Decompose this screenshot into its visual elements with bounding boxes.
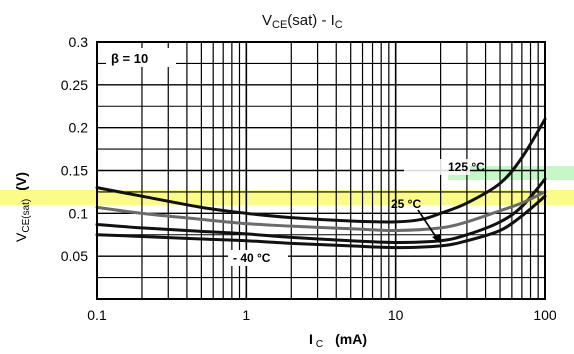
series-lines — [95, 117, 547, 250]
beta-label-box — [106, 48, 176, 67]
yellow-highlight-band — [0, 190, 574, 205]
x-tick-label: 0.1 — [87, 307, 107, 323]
arrow-25c-head — [432, 234, 441, 244]
y-tick-label: 0.05 — [61, 248, 88, 264]
y-axis-label: VCE(sat)(V) — [13, 172, 32, 242]
y-tick-label: 0.15 — [61, 163, 88, 179]
series-line-minus-40-c-2 — [95, 194, 547, 250]
x-tick-label: 10 — [388, 307, 404, 323]
y-tick-label: 0.2 — [69, 120, 89, 136]
beta-annotation: β = 10 — [111, 51, 148, 66]
label-box-minus40c — [228, 250, 288, 266]
x-axis-label: I C (mA) — [309, 331, 367, 350]
series-line-25-c-1 — [95, 177, 547, 244]
x-tick-labels: 0.1 1 10 100 — [87, 307, 557, 323]
x-tick-label: 100 — [533, 307, 557, 323]
series-label-125c: 125 °C — [448, 160, 485, 174]
y-tick-label: 0.3 — [69, 34, 89, 50]
series-label-25c: 25 °C — [391, 197, 421, 211]
label-box-125c — [404, 159, 470, 175]
y-tick-label: 0.1 — [69, 205, 89, 221]
y-tick-labels: 0.05 0.1 0.15 0.2 0.25 0.3 — [61, 34, 88, 264]
plot-frame — [96, 41, 546, 300]
x-tick-label: 1 — [242, 307, 250, 323]
arrow-25c-shaft — [417, 209, 439, 241]
series-label-minus40c: - 40 °C — [233, 251, 271, 265]
series-line-unlabeled-3 — [95, 190, 547, 232]
series-line-125-c-0 — [95, 117, 547, 224]
chart-title: VCE(sat) - IC — [262, 12, 343, 31]
y-tick-label: 0.25 — [61, 77, 88, 93]
